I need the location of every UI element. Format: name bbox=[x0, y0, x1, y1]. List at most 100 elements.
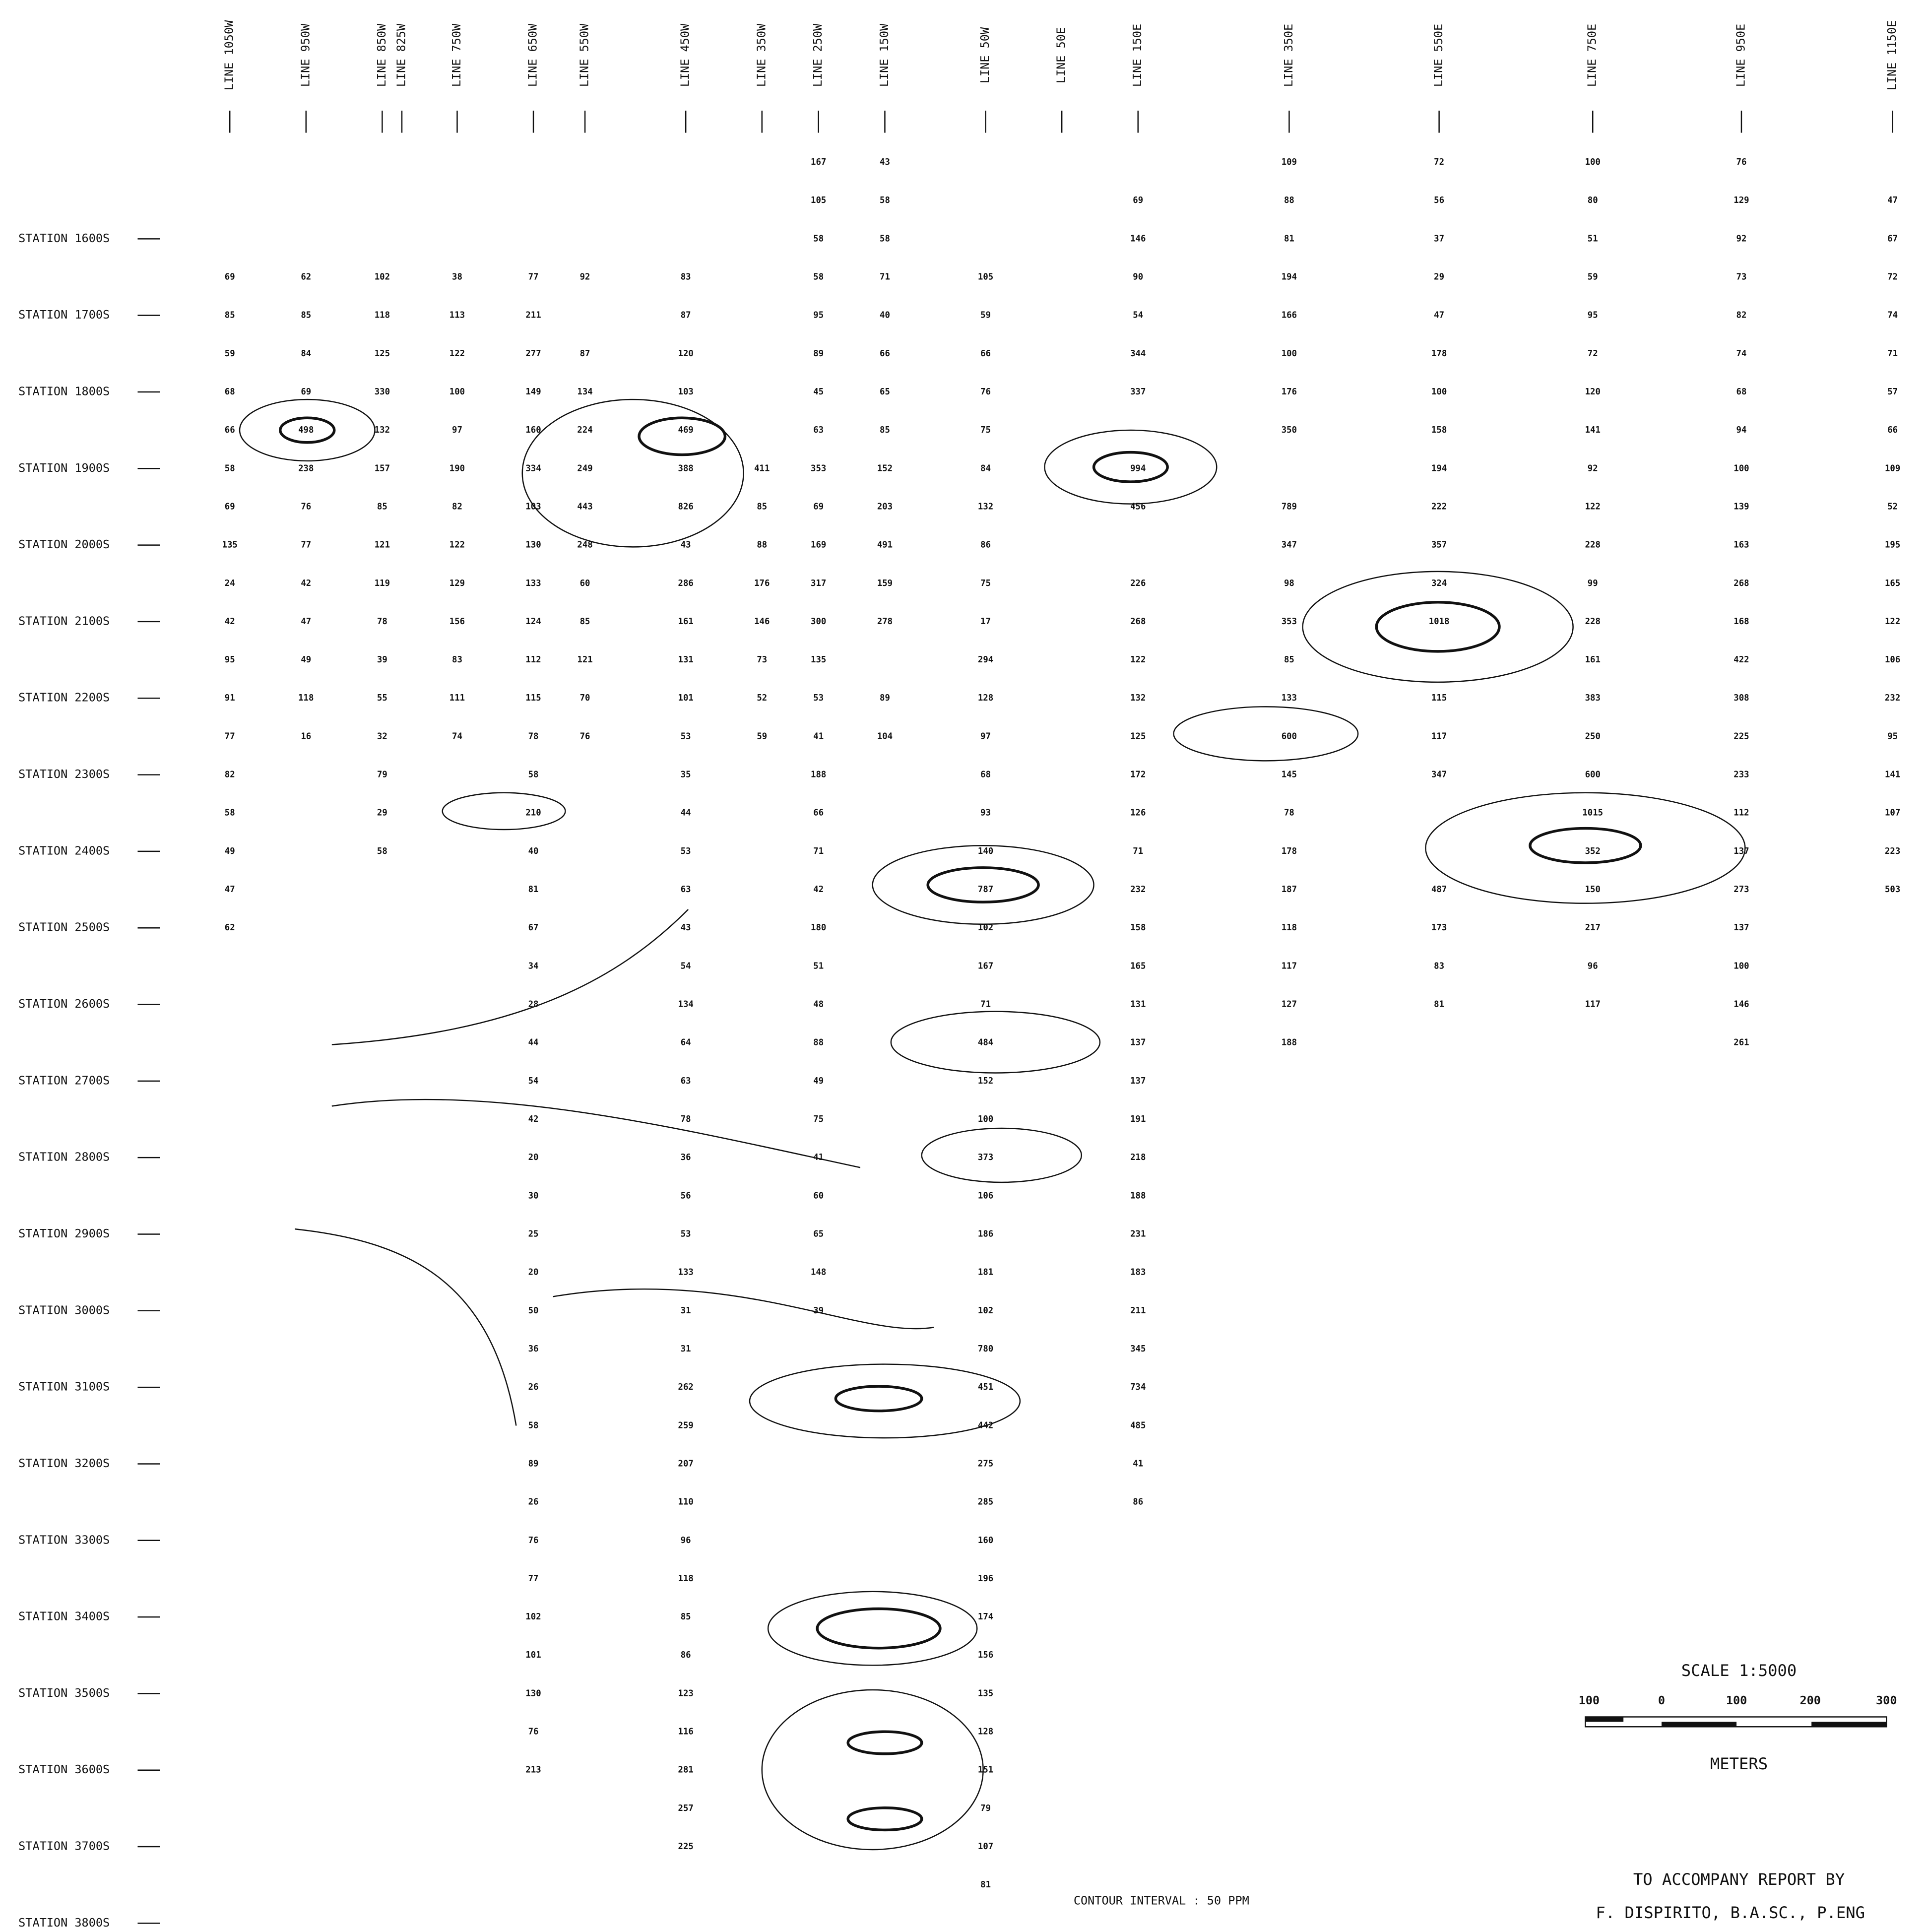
scale-tick-label: 0 bbox=[1658, 1693, 1665, 1707]
sample-value: 68 bbox=[1736, 387, 1747, 397]
sample-value: 29 bbox=[1434, 272, 1444, 282]
sample-value: 485 bbox=[1130, 1420, 1146, 1430]
sample-value: 56 bbox=[681, 1191, 691, 1201]
sample-value: 150 bbox=[1585, 885, 1601, 895]
sample-value: 100 bbox=[1585, 157, 1601, 167]
sample-value: 183 bbox=[1130, 1268, 1146, 1278]
sample-value: 102 bbox=[978, 1306, 993, 1316]
sample-value: 58 bbox=[528, 1420, 539, 1430]
sample-value: 42 bbox=[813, 885, 824, 895]
sample-value: 225 bbox=[1734, 731, 1749, 741]
sample-value: 165 bbox=[1130, 961, 1146, 971]
sample-value: 187 bbox=[1282, 885, 1297, 895]
sample-value: 79 bbox=[980, 1803, 991, 1813]
sample-value: 1018 bbox=[1429, 617, 1450, 627]
sample-value: 337 bbox=[1130, 387, 1146, 397]
sample-value: 40 bbox=[528, 846, 539, 856]
sample-value: 53 bbox=[681, 1229, 691, 1239]
contour bbox=[443, 793, 566, 830]
sample-value: 233 bbox=[1734, 770, 1749, 780]
sample-value: 178 bbox=[1282, 846, 1297, 856]
line-label: LINE 650W bbox=[526, 23, 540, 87]
sample-value: 109 bbox=[1885, 463, 1900, 473]
sample-value: 72 bbox=[1588, 349, 1598, 359]
sample-value: 139 bbox=[1734, 502, 1749, 512]
sample-value: 131 bbox=[1130, 1000, 1146, 1010]
sample-value: 85 bbox=[225, 311, 235, 321]
sample-value: 211 bbox=[525, 311, 541, 321]
sample-value: 47 bbox=[1434, 311, 1444, 321]
sample-value: 104 bbox=[877, 731, 893, 741]
sample-value: 157 bbox=[375, 463, 390, 473]
sample-value: 44 bbox=[681, 808, 691, 818]
line-label: LINE 50W bbox=[978, 27, 992, 83]
line-label: LINE 150W bbox=[877, 23, 891, 87]
sample-value: 69 bbox=[1133, 195, 1143, 205]
sample-value: 50 bbox=[528, 1306, 539, 1316]
sample-value: 1015 bbox=[1582, 808, 1603, 818]
sample-value: 168 bbox=[1734, 617, 1749, 627]
sample-value: 74 bbox=[1736, 349, 1747, 359]
sample-value: 80 bbox=[1588, 195, 1598, 205]
sample-value: 273 bbox=[1734, 885, 1749, 895]
sample-value: 159 bbox=[877, 579, 893, 588]
sample-value: 58 bbox=[225, 463, 235, 473]
sample-value: 76 bbox=[1736, 157, 1747, 167]
sample-value: 67 bbox=[528, 923, 539, 933]
sample-value: 249 bbox=[577, 463, 592, 473]
sample-value: 59 bbox=[1588, 272, 1598, 282]
sample-value: 66 bbox=[813, 808, 824, 818]
sample-value: 82 bbox=[452, 502, 462, 512]
sample-value: 26 bbox=[528, 1497, 539, 1507]
sample-value: 156 bbox=[450, 617, 465, 627]
sample-value: 137 bbox=[1734, 923, 1749, 933]
sample-value: 54 bbox=[681, 961, 691, 971]
sample-value: 100 bbox=[450, 387, 465, 397]
scale-tick-label: 300 bbox=[1876, 1693, 1897, 1707]
sample-value: 826 bbox=[678, 502, 694, 512]
sample-value: 51 bbox=[1588, 234, 1598, 244]
sample-value: 71 bbox=[813, 846, 824, 856]
sample-value: 286 bbox=[678, 579, 694, 588]
sample-value: 42 bbox=[528, 1114, 539, 1124]
sample-value: 96 bbox=[681, 1536, 691, 1546]
sample-value: 137 bbox=[1130, 1076, 1146, 1086]
sample-value: 59 bbox=[980, 311, 991, 321]
sample-value: 51 bbox=[813, 961, 824, 971]
sample-value: 69 bbox=[225, 502, 235, 512]
sample-value: 88 bbox=[813, 1038, 824, 1048]
sample-value: 169 bbox=[811, 540, 826, 550]
sample-value: 41 bbox=[813, 731, 824, 741]
sample-value: 194 bbox=[1431, 463, 1447, 473]
sample-value: 58 bbox=[813, 234, 824, 244]
sample-value: 137 bbox=[1734, 846, 1749, 856]
station-label: STATION 3600S bbox=[18, 1762, 110, 1776]
sample-value: 92 bbox=[1736, 234, 1747, 244]
sample-value: 165 bbox=[1885, 579, 1900, 588]
sample-value: 600 bbox=[1585, 770, 1601, 780]
sample-value: 35 bbox=[681, 770, 691, 780]
sample-value: 126 bbox=[1130, 808, 1146, 818]
sample-value: 411 bbox=[754, 463, 770, 473]
sample-value: 225 bbox=[678, 1842, 694, 1852]
station-label: STATION 3100S bbox=[18, 1380, 110, 1394]
sample-value: 77 bbox=[528, 272, 539, 282]
sample-value: 89 bbox=[528, 1459, 539, 1469]
sample-value: 47 bbox=[1887, 195, 1898, 205]
sample-value: 68 bbox=[980, 770, 991, 780]
sample-value: 83 bbox=[452, 655, 462, 665]
scale-tick-label: 200 bbox=[1799, 1693, 1820, 1707]
sample-value: 92 bbox=[1588, 463, 1598, 473]
sample-value: 95 bbox=[225, 655, 235, 665]
line-label: LINE 950W bbox=[298, 23, 312, 87]
sample-value: 83 bbox=[681, 272, 691, 282]
sample-value: 223 bbox=[1885, 846, 1900, 856]
sample-value: 95 bbox=[813, 311, 824, 321]
sample-value: 71 bbox=[1887, 349, 1898, 359]
sample-value: 176 bbox=[1282, 387, 1297, 397]
sample-value: 132 bbox=[375, 425, 390, 435]
line-label: LINE 350E bbox=[1282, 24, 1295, 87]
sample-value: 38 bbox=[452, 272, 462, 282]
sample-value: 71 bbox=[1133, 846, 1143, 856]
sample-value: 158 bbox=[1431, 425, 1447, 435]
